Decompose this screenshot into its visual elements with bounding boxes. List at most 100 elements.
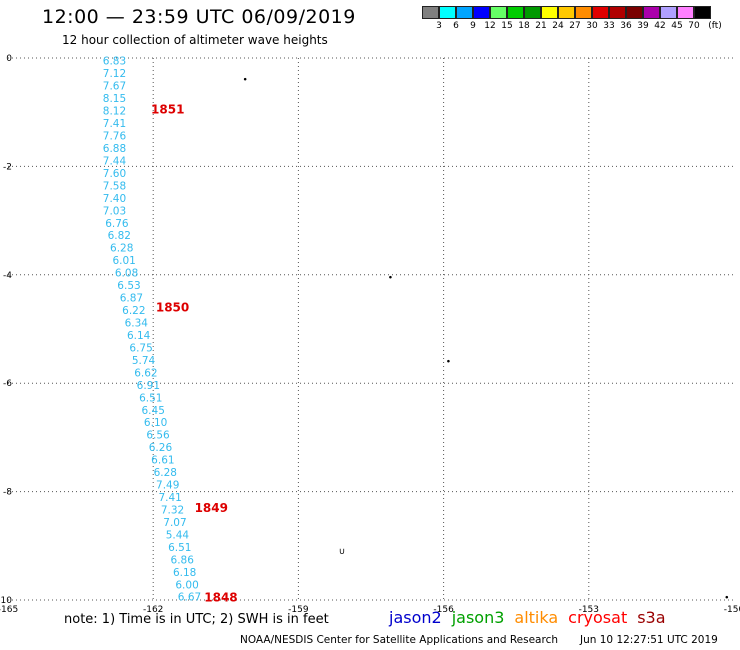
chart-subtitle: 12 hour collection of altimeter wave hei… (62, 33, 328, 47)
legend-label: 33 (603, 21, 615, 31)
swh-data-label: 6.18 (173, 567, 196, 579)
track-mark: • (388, 274, 393, 284)
swh-data-label: 6.83 (103, 56, 126, 68)
swh-data-label: 7.32 (161, 504, 184, 516)
legend-swatch (575, 6, 592, 19)
y-tick-label: -4 (3, 271, 12, 281)
swh-data-label: 6.34 (125, 317, 149, 329)
swh-data-label: 5.44 (166, 529, 190, 541)
swh-data-label: 6.86 (171, 554, 195, 566)
mission-cryosat: cryosat (568, 608, 628, 627)
swh-data-label: 7.44 (103, 155, 127, 167)
time-label: 1848 (204, 590, 237, 604)
legend-label: 70 (688, 21, 700, 31)
legend-label: 36 (620, 21, 632, 31)
swh-data-label: 6.28 (154, 467, 177, 479)
legend-swatch (694, 6, 711, 19)
x-tick-label: -159 (288, 605, 309, 615)
legend-label: 15 (501, 21, 513, 31)
mission-jason3: jason3 (451, 608, 505, 627)
legend-label: 45 (671, 21, 683, 31)
swh-data-label: 7.41 (103, 118, 126, 130)
swh-data-label: 6.67 (178, 592, 201, 604)
swh-data-label: 6.56 (146, 430, 170, 442)
legend-label: 3 (436, 21, 442, 31)
legend-swatch (626, 6, 643, 19)
x-tick-label: -150 (724, 605, 740, 615)
legend-label: 39 (637, 21, 649, 31)
legend-swatch (660, 6, 677, 19)
time-label: 1851 (151, 102, 184, 116)
swh-data-label: 6.82 (108, 230, 131, 242)
swh-data-label: 7.60 (103, 168, 126, 180)
mission-s3a: s3a (637, 608, 666, 627)
legend-swatch (558, 6, 575, 19)
swh-data-label: 7.41 (158, 492, 181, 504)
swh-data-label: 8.12 (103, 106, 126, 118)
legend-swatches (422, 6, 740, 19)
x-tick-label: -165 (0, 605, 18, 615)
legend-label: 27 (569, 21, 581, 31)
swh-data-label: 7.03 (103, 205, 126, 217)
y-tick-label: -8 (3, 488, 12, 498)
swh-data-label: 7.49 (156, 480, 179, 492)
legend-label: 42 (654, 21, 666, 31)
y-tick-label: -10 (0, 596, 12, 606)
color-legend: 3 6 9 12 15 18 21 24 27 30 33 36 39 42 45 70 (ft) (422, 6, 740, 33)
chart-title: 12:00 — 23:59 UTC 06/09/2019 (42, 6, 356, 28)
track-mark: • (243, 76, 248, 86)
swh-data-label: 6.22 (122, 305, 145, 317)
legend-swatch (592, 6, 609, 19)
legend-label: 12 (484, 21, 496, 31)
swh-data-label: 7.67 (103, 81, 126, 93)
swh-data-label: 6.01 (112, 255, 135, 267)
swh-data-label: 6.88 (103, 143, 126, 155)
swh-data-label: 7.12 (103, 68, 126, 80)
swh-data-label: 6.91 (137, 380, 160, 392)
legend-swatch (524, 6, 541, 19)
legend-swatch (507, 6, 524, 19)
swh-data-label: 6.87 (120, 293, 143, 305)
footer-credit: NOAA/NESDIS Center for Satellite Applica… (240, 634, 558, 646)
swh-data-label: 6.76 (105, 218, 129, 230)
swh-data-label: 7.76 (103, 131, 127, 143)
swh-data-label: 6.00 (175, 579, 198, 591)
time-label: 1850 (156, 300, 189, 314)
x-tick-label: -153 (579, 605, 599, 615)
swh-data-label: 6.10 (144, 417, 167, 429)
legend-label: 21 (535, 21, 547, 31)
swh-data-label: 6.51 (168, 542, 191, 554)
legend-swatch (422, 6, 439, 19)
swh-data-label: 6.51 (139, 392, 162, 404)
legend-swatch (490, 6, 507, 19)
legend-label: 18 (518, 21, 530, 31)
time-label: 1849 (195, 501, 228, 515)
y-tick-label: 0 (6, 54, 12, 64)
mission-jason2: jason2 (389, 608, 442, 627)
legend-label: 6 (453, 21, 459, 31)
swh-data-label: 6.14 (127, 330, 151, 342)
swh-data-label: 6.75 (129, 342, 152, 354)
swh-data-label: 7.40 (103, 193, 126, 205)
legend-label: 24 (552, 21, 564, 31)
swh-data-label: 6.08 (115, 268, 138, 280)
y-tick-label: -2 (3, 162, 12, 172)
swh-data-label: 6.26 (149, 442, 173, 454)
swh-data-label: 6.45 (142, 405, 165, 417)
track-mark: ∪ (339, 547, 346, 557)
y-tick-label: -6 (3, 379, 12, 389)
legend-swatch (439, 6, 456, 19)
legend-labels: 3 6 9 12 15 18 21 24 27 30 33 36 39 42 45 70 (ft) (422, 19, 740, 33)
swh-data-label: 6.28 (110, 243, 133, 255)
swh-data-label: 7.07 (163, 517, 186, 529)
legend-label: 30 (586, 21, 598, 31)
legend-swatch (456, 6, 473, 19)
legend-label: 9 (470, 21, 476, 31)
swh-data-label: 6.53 (117, 280, 140, 292)
swh-data-label: 5.74 (132, 355, 156, 367)
swh-data-label: 6.62 (134, 367, 157, 379)
track-mark: • (446, 358, 451, 368)
footer-timestamp: Jun 10 12:27:51 UTC 2019 (580, 634, 718, 646)
swh-data-label: 8.15 (103, 93, 126, 105)
